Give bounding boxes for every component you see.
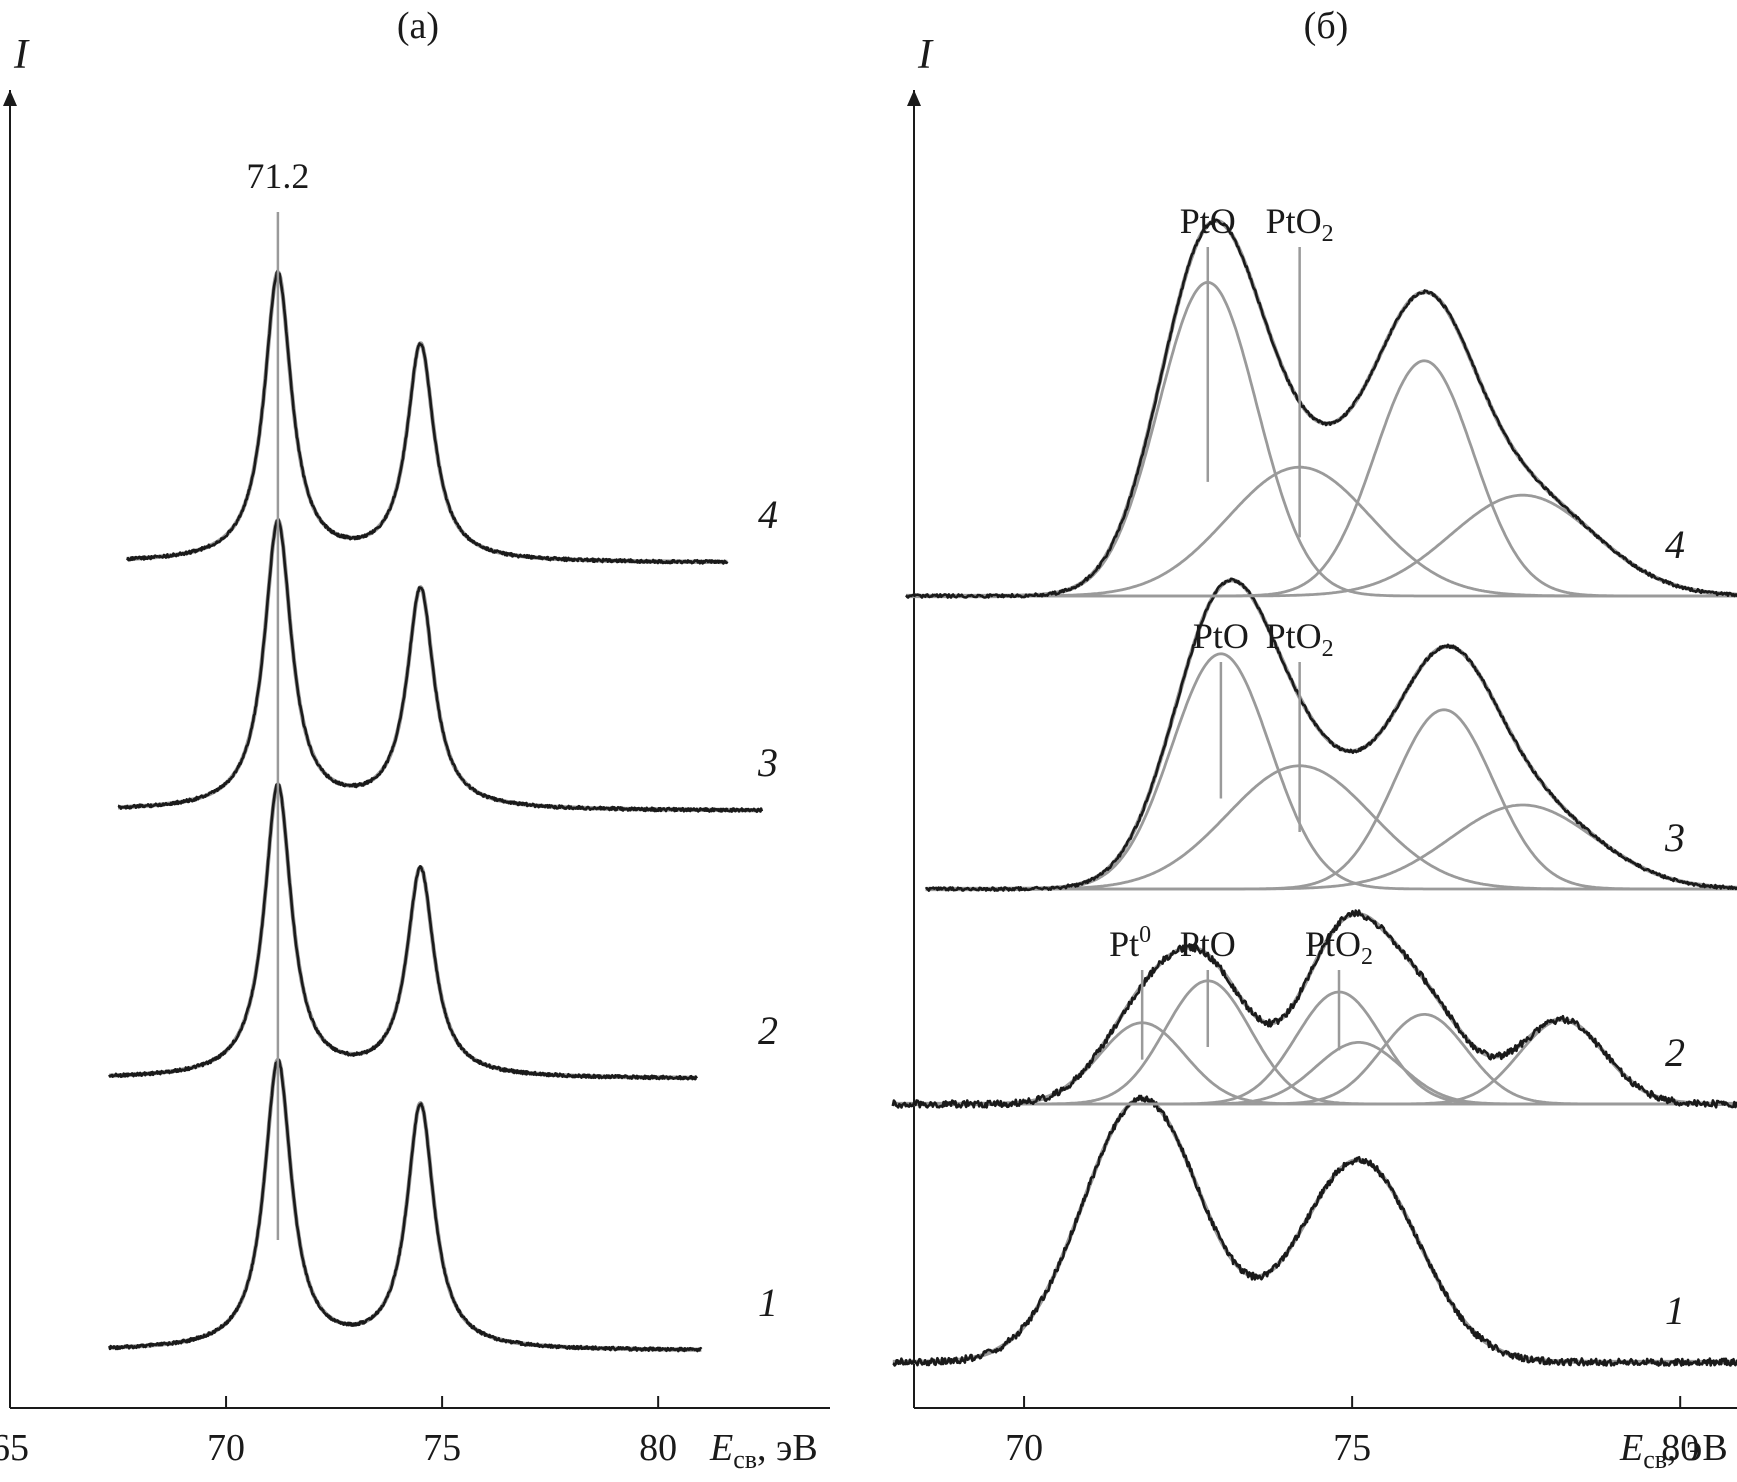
y-axis-arrow: [907, 90, 921, 106]
peak-annotation: PtO: [1180, 924, 1236, 964]
series-3: 3: [924, 577, 1737, 892]
spectrum-curve: [108, 783, 699, 1081]
component-curve: [905, 465, 1737, 598]
peak-annotation: Pt0: [1109, 922, 1151, 964]
curve-label: 1: [758, 1280, 778, 1325]
series-2: 2: [108, 782, 778, 1081]
curve-label: 4: [1665, 522, 1685, 567]
x-tick-label: 70: [1005, 1427, 1043, 1469]
fit-curve: [905, 218, 1737, 599]
series-4: 4: [905, 218, 1737, 599]
x-axis-label: Eсв, эВ: [1619, 1427, 1728, 1474]
panel-label: (а): [397, 5, 439, 47]
spectrum-curve: [924, 577, 1737, 892]
series-4: 4: [125, 269, 778, 565]
x-tick-label: 75: [1333, 1427, 1371, 1469]
spectrum-curve: [891, 909, 1737, 1109]
spectrum-curve: [108, 1058, 703, 1353]
y-axis-label: I: [917, 32, 934, 78]
panel-a: 65 70 75 80 (а) I Eсв, эВ 1 2 3 4 71.2: [0, 5, 830, 1474]
curve-label: 3: [757, 740, 778, 785]
series-2: 2: [891, 909, 1737, 1109]
axes: [913, 90, 1737, 1409]
curve-label: 1: [1665, 1288, 1685, 1333]
component-curve: [905, 359, 1737, 598]
x-tick-label: 70: [207, 1427, 245, 1469]
x-tick-label: 75: [423, 1427, 461, 1469]
x-tick-label: 80: [639, 1427, 677, 1469]
component-curve: [892, 990, 1737, 1106]
curve-label: 4: [758, 492, 778, 537]
spectrum-curve: [892, 1094, 1737, 1367]
panel-b: 70 75 80 (б) I Eсв, эВ 1 2 3 4 Pt0 PtO PtO2 PtO PtO2 Pt…: [891, 5, 1737, 1474]
y-axis-arrow: [3, 90, 17, 106]
curve-label: 2: [758, 1008, 778, 1053]
fit-curve: [924, 578, 1737, 892]
component-curve: [892, 979, 1737, 1106]
peak-annotation: PtO: [1193, 616, 1249, 656]
peak-annotation: PtO2: [1266, 201, 1334, 247]
fit-curve: [892, 1096, 1737, 1365]
x-tick-label: 80: [1661, 1427, 1699, 1469]
panel-label: (б): [1304, 5, 1349, 47]
peak-annotation: PtO2: [1266, 616, 1334, 662]
y-axis-label: I: [13, 32, 30, 78]
x-axis-label: Eсв, эВ: [709, 1427, 818, 1474]
axes: [9, 90, 830, 1409]
peak-annotation: PtO: [1180, 201, 1236, 241]
series-1: 1: [892, 1094, 1737, 1367]
spectrum-curve: [117, 517, 764, 813]
peak-annotation: 71.2: [246, 156, 309, 196]
series-3: 3: [116, 517, 778, 813]
fit-curve: [108, 782, 699, 1080]
curve-label: 3: [1664, 815, 1685, 860]
component-curve: [892, 1041, 1737, 1106]
fit-curve: [125, 270, 729, 565]
peak-annotation: PtO2: [1305, 924, 1373, 970]
spectrum-curve: [125, 269, 729, 565]
component-curve: [925, 708, 1737, 891]
series-1: 1: [108, 1057, 778, 1353]
component-curve: [905, 493, 1737, 598]
x-tick-label: 65: [0, 1427, 29, 1469]
spectrum-curve: [905, 218, 1737, 599]
component-curve: [892, 1021, 1737, 1106]
curve-label: 2: [1665, 1030, 1685, 1075]
